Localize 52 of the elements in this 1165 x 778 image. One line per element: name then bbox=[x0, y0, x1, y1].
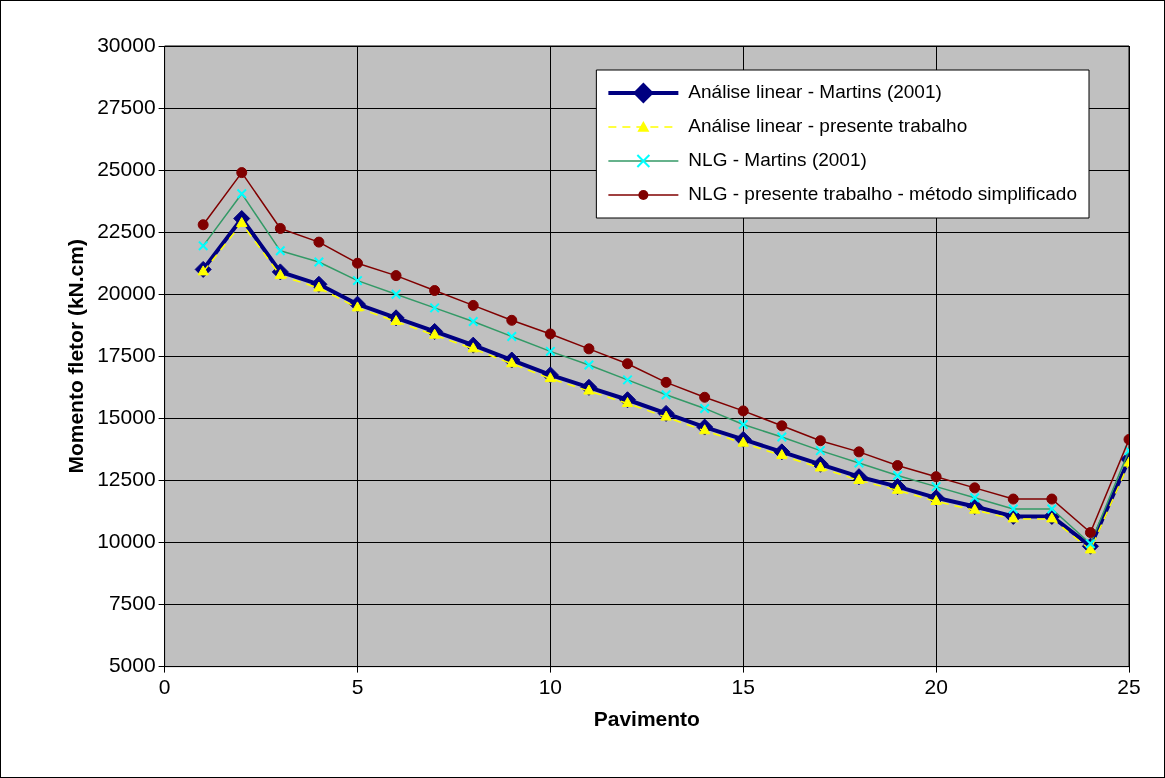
x-axis-title: Pavimento bbox=[593, 707, 700, 731]
point bbox=[737, 405, 749, 417]
point bbox=[313, 236, 325, 248]
legend-label: NLG - Martins (2001) bbox=[688, 149, 867, 171]
legend-label: NLG - presente trabalho - método simplificado bbox=[688, 183, 1078, 205]
point bbox=[660, 376, 672, 388]
point bbox=[236, 167, 248, 179]
point bbox=[969, 482, 981, 494]
y-tick-label: 22500 bbox=[97, 218, 156, 242]
point bbox=[699, 391, 711, 403]
point bbox=[930, 471, 942, 483]
x-tick-label: 20 bbox=[924, 675, 948, 698]
y-tick-label: 17500 bbox=[97, 343, 156, 367]
point bbox=[506, 314, 518, 326]
legend-label: Análise linear - Martins (2001) bbox=[688, 81, 942, 103]
y-tick-label: 30000 bbox=[97, 32, 156, 56]
point bbox=[1007, 493, 1019, 505]
y-tick-label: 12500 bbox=[97, 467, 156, 491]
y-axis-title: Momento fletor (kN.cm) bbox=[64, 239, 88, 474]
point bbox=[814, 435, 826, 447]
y-tick-label: 25000 bbox=[97, 156, 156, 180]
x-tick-label: 25 bbox=[1117, 675, 1141, 698]
point bbox=[544, 372, 557, 383]
x-tick-label: 0 bbox=[158, 675, 171, 698]
y-tick-label: 27500 bbox=[97, 94, 156, 118]
point bbox=[622, 358, 634, 370]
x-tick-label: 15 bbox=[731, 675, 755, 698]
point bbox=[1007, 512, 1019, 523]
point bbox=[1046, 512, 1058, 523]
x-tick-label: 5 bbox=[351, 675, 364, 698]
point bbox=[351, 257, 363, 269]
point bbox=[853, 446, 865, 458]
point bbox=[197, 219, 209, 231]
point bbox=[583, 343, 595, 355]
point bbox=[1046, 493, 1058, 505]
x-tick-label: 10 bbox=[538, 675, 563, 698]
y-tick-label: 7500 bbox=[108, 591, 156, 615]
point bbox=[390, 270, 402, 282]
legend-label: Análise linear - presente trabalho bbox=[688, 115, 968, 137]
point bbox=[236, 216, 248, 227]
y-tick-label: 10000 bbox=[97, 529, 156, 553]
point bbox=[429, 285, 441, 297]
point bbox=[274, 222, 286, 234]
point bbox=[1084, 527, 1096, 539]
point bbox=[544, 328, 556, 340]
y-tick-label: 20000 bbox=[97, 281, 156, 305]
point bbox=[698, 424, 711, 435]
point bbox=[776, 420, 788, 432]
y-tick-label: 15000 bbox=[97, 405, 156, 429]
point bbox=[892, 460, 904, 472]
y-tick-label: 5000 bbox=[108, 653, 156, 677]
point bbox=[467, 299, 479, 311]
